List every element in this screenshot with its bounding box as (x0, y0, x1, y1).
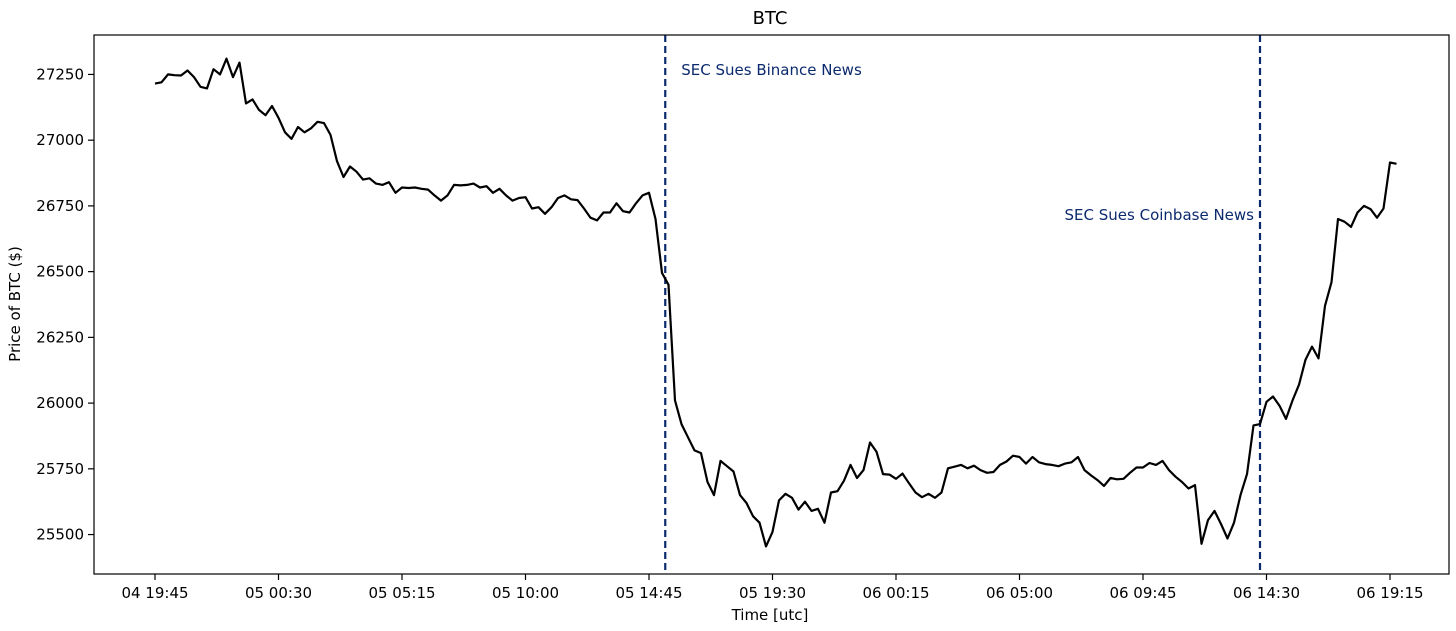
x-tick-label: 06 05:00 (986, 584, 1053, 602)
annotation-label-2: SEC Sues Coinbase News (1065, 206, 1255, 224)
y-tick-label: 26250 (36, 328, 84, 346)
x-axis: 04 19:45 05 00:30 05 05:15 05 10:00 05 14:45… (121, 574, 1424, 602)
y-tick-label: 26500 (36, 263, 84, 281)
x-tick-label: 05 05:15 (368, 584, 435, 602)
y-axis: 25500 25750 26000 26250 26500 26750 27000 27250 (36, 65, 94, 544)
plot-frame (93, 34, 1450, 575)
y-axis-title: Price of BTC ($) (6, 246, 24, 362)
annotation-label-1: SEC Sues Binance News (681, 61, 862, 79)
x-tick-label: 04 19:45 (121, 584, 188, 602)
chart-title: BTC (753, 8, 788, 29)
x-tick-label: 06 19:15 (1356, 584, 1423, 602)
x-axis-title: Time [utc] (731, 606, 809, 624)
y-tick-label: 27000 (36, 131, 84, 149)
x-tick-label: 06 00:15 (862, 584, 929, 602)
x-tick-label: 05 00:30 (245, 584, 312, 602)
x-tick-label: 06 14:30 (1233, 584, 1300, 602)
x-tick-label: 06 09:45 (1109, 584, 1176, 602)
series-line-1 (154, 57, 1397, 548)
y-tick-label: 27250 (36, 65, 84, 83)
x-tick-label: 05 10:00 (492, 584, 559, 602)
plot-area: SEC Sues Binance News SEC Sues Coinbase N… (154, 35, 1397, 574)
y-tick-label: 26750 (36, 197, 84, 215)
y-tick-label: 25500 (36, 526, 84, 544)
x-tick-label: 05 19:30 (739, 584, 806, 602)
x-tick-label: 05 14:45 (615, 584, 682, 602)
y-tick-label: 26000 (36, 394, 84, 412)
y-tick-label: 25750 (36, 460, 84, 478)
